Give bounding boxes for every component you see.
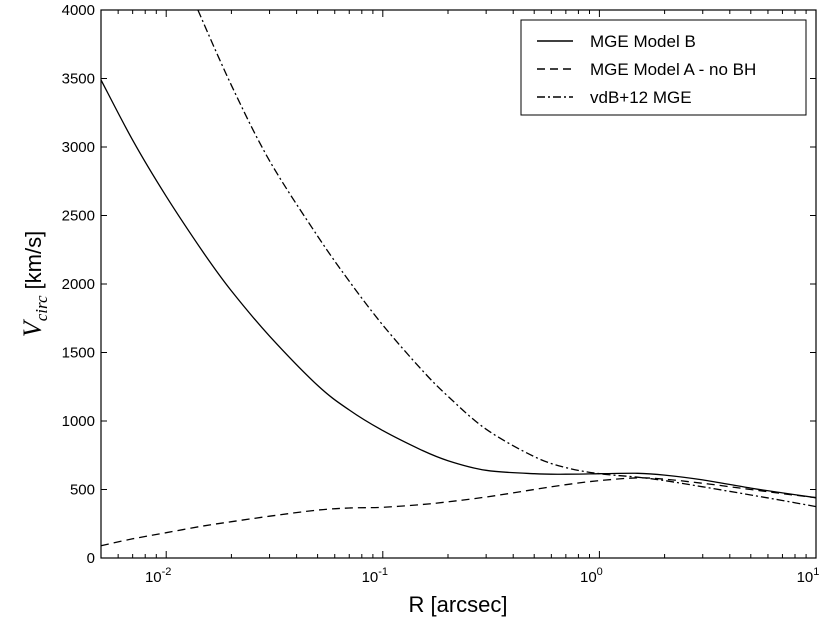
- x-tick-label: 100: [580, 566, 603, 586]
- y-axis-label: Vcirc [km/s]: [18, 231, 51, 337]
- legend-label: vdB+12 MGE: [590, 88, 692, 107]
- y-axis-label-sub: circ: [32, 295, 51, 321]
- legend: MGE Model B MGE Model A - no BH vdB+12 MGE: [520, 19, 807, 116]
- x-tick-label: 10-1: [362, 566, 388, 586]
- y-tick-label: 3000: [62, 139, 95, 156]
- x-tick-label: 101: [797, 566, 820, 586]
- y-tick-label: 1000: [62, 413, 95, 430]
- y-tick-label: 500: [70, 482, 95, 499]
- x-tick-label: 10-2: [145, 566, 171, 586]
- y-tick-label: 2000: [62, 276, 95, 293]
- legend-box: [520, 19, 807, 116]
- series-line-3: [197, 9, 817, 508]
- y-tick-label: 3500: [62, 71, 95, 88]
- legend-label: MGE Model A - no BH: [590, 60, 756, 79]
- series-line-1: [100, 79, 817, 499]
- x-axis-label: R [arcsec]: [408, 592, 507, 617]
- legend-label: MGE Model B: [590, 32, 696, 51]
- y-axis-ticks: 0 500 1000 1500 2000 2500 3000 3500 4000: [62, 2, 816, 567]
- y-axis-label-main: V: [18, 318, 47, 337]
- y-tick-label: 1500: [62, 345, 95, 362]
- y-tick-label: 0: [87, 550, 95, 567]
- y-tick-label: 4000: [62, 2, 95, 19]
- y-tick-label: 2500: [62, 208, 95, 225]
- series-lines: [100, 9, 817, 547]
- y-axis-label-unit: [km/s]: [21, 231, 46, 290]
- x-axis-ticks: 10-2 10-1 100 101: [100, 10, 820, 586]
